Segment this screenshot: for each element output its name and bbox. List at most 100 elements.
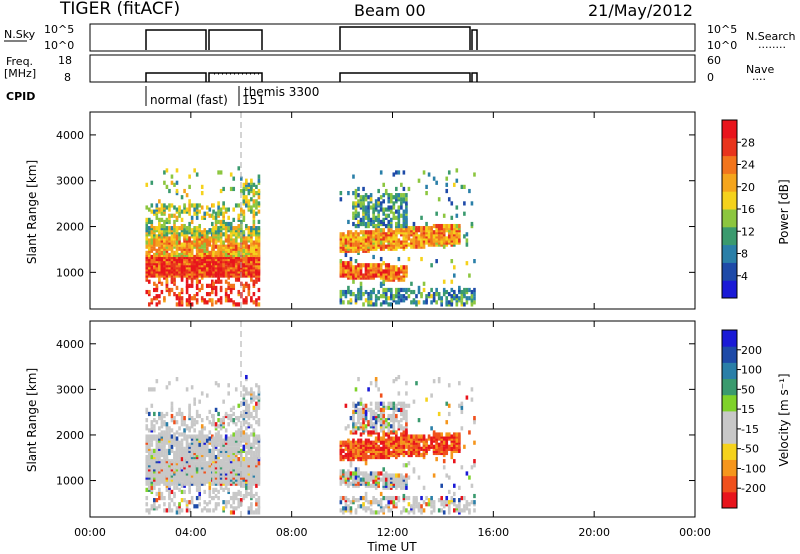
velocity-cell [170, 434, 174, 439]
power-cell [239, 207, 243, 212]
power-cell [357, 193, 360, 198]
power-cell [222, 211, 225, 216]
power-cell [178, 246, 181, 251]
velocity-cell [247, 403, 251, 408]
velocity-ytick-label: 4000 [56, 338, 84, 351]
power-cell [219, 279, 223, 284]
velocity-cell [170, 444, 174, 449]
velocity-cell [183, 428, 186, 433]
velocity-cell [364, 424, 368, 429]
velocity-cell [372, 422, 375, 427]
velocity-cell [420, 446, 423, 451]
power-cell [195, 292, 199, 297]
power-cell [407, 242, 411, 247]
velocity-cell [245, 399, 248, 404]
power-cell [342, 300, 345, 305]
velocity-cell [382, 454, 386, 460]
power-cell [400, 275, 403, 280]
power-cell [242, 188, 246, 194]
power-cell [339, 259, 343, 264]
power-cell [392, 172, 396, 177]
power-cell [185, 289, 189, 295]
velocity-cell [160, 424, 164, 429]
power-cell [211, 298, 214, 303]
power-colorbar-swatch [722, 244, 737, 263]
velocity-cell [382, 430, 386, 435]
velocity-cell [445, 420, 449, 425]
velocity-cell [372, 440, 375, 445]
power-cell [175, 240, 179, 245]
power-cell [245, 236, 248, 241]
power-cell [387, 287, 391, 293]
power-cell [257, 195, 261, 200]
velocity-cell [252, 438, 256, 443]
velocity-cell [382, 407, 386, 412]
power-cell [369, 289, 373, 295]
velocity-cell [165, 508, 169, 513]
power-cell [217, 201, 220, 206]
power-cell [420, 256, 423, 262]
velocity-colorbar-outline [721, 329, 738, 509]
power-cell [407, 256, 411, 262]
power-cell [180, 209, 184, 214]
velocity-cell [352, 438, 355, 443]
velocity-cell [255, 401, 258, 406]
velocity-cell [239, 436, 243, 441]
velocity-cell [384, 438, 388, 443]
power-cell [245, 178, 248, 183]
power-cell [158, 277, 161, 282]
power-cell [460, 184, 464, 190]
velocity-cell [155, 457, 159, 462]
power-cell [147, 217, 151, 222]
velocity-cell [217, 459, 220, 464]
velocity-cell [354, 403, 358, 408]
power-cell [450, 279, 454, 284]
power-cell [250, 205, 253, 210]
velocity-cell [150, 448, 154, 454]
velocity-cell [367, 438, 370, 443]
velocity-cell [447, 411, 451, 417]
power-cell [165, 217, 169, 222]
velocity-colorbar-swatch [722, 330, 737, 347]
velocity-cell [188, 454, 191, 460]
power-cell [219, 188, 223, 194]
power-cell [405, 287, 408, 293]
velocity-cell [407, 461, 411, 466]
power-cell [229, 287, 233, 293]
power-cell [417, 234, 421, 239]
velocity-cell [407, 450, 411, 456]
power-cell [219, 300, 223, 305]
power-cell [255, 211, 258, 216]
power-cell [445, 289, 449, 295]
velocity-cell [447, 489, 451, 495]
power-cell [158, 294, 161, 299]
velocity-cell [468, 502, 471, 507]
power-cell [357, 263, 360, 268]
power-cell [145, 250, 149, 255]
power-cell [473, 259, 476, 264]
power-cell [173, 277, 176, 282]
power-cell [463, 287, 466, 293]
power-cell [465, 296, 469, 301]
velocity-cell [445, 401, 449, 406]
power-cell [400, 298, 403, 303]
power-cell [437, 296, 441, 301]
velocity-cell [347, 469, 350, 474]
power-colorbar-tick-label: 28 [741, 136, 755, 149]
velocity-cell [227, 436, 230, 441]
velocity-cell [349, 500, 353, 505]
velocity-cell [460, 426, 464, 431]
velocity-cell [160, 452, 164, 458]
power-cell [242, 209, 246, 214]
power-cell [185, 248, 189, 253]
power-cell [367, 209, 370, 214]
velocity-cell [374, 383, 378, 388]
power-cell [395, 221, 398, 227]
velocity-cell [354, 508, 358, 513]
velocity-cell [224, 411, 228, 417]
velocity-cell [234, 422, 238, 427]
velocity-cell [257, 504, 261, 509]
velocity-cell [402, 401, 406, 406]
velocity-cell [473, 415, 476, 421]
velocity-cell [232, 411, 236, 417]
